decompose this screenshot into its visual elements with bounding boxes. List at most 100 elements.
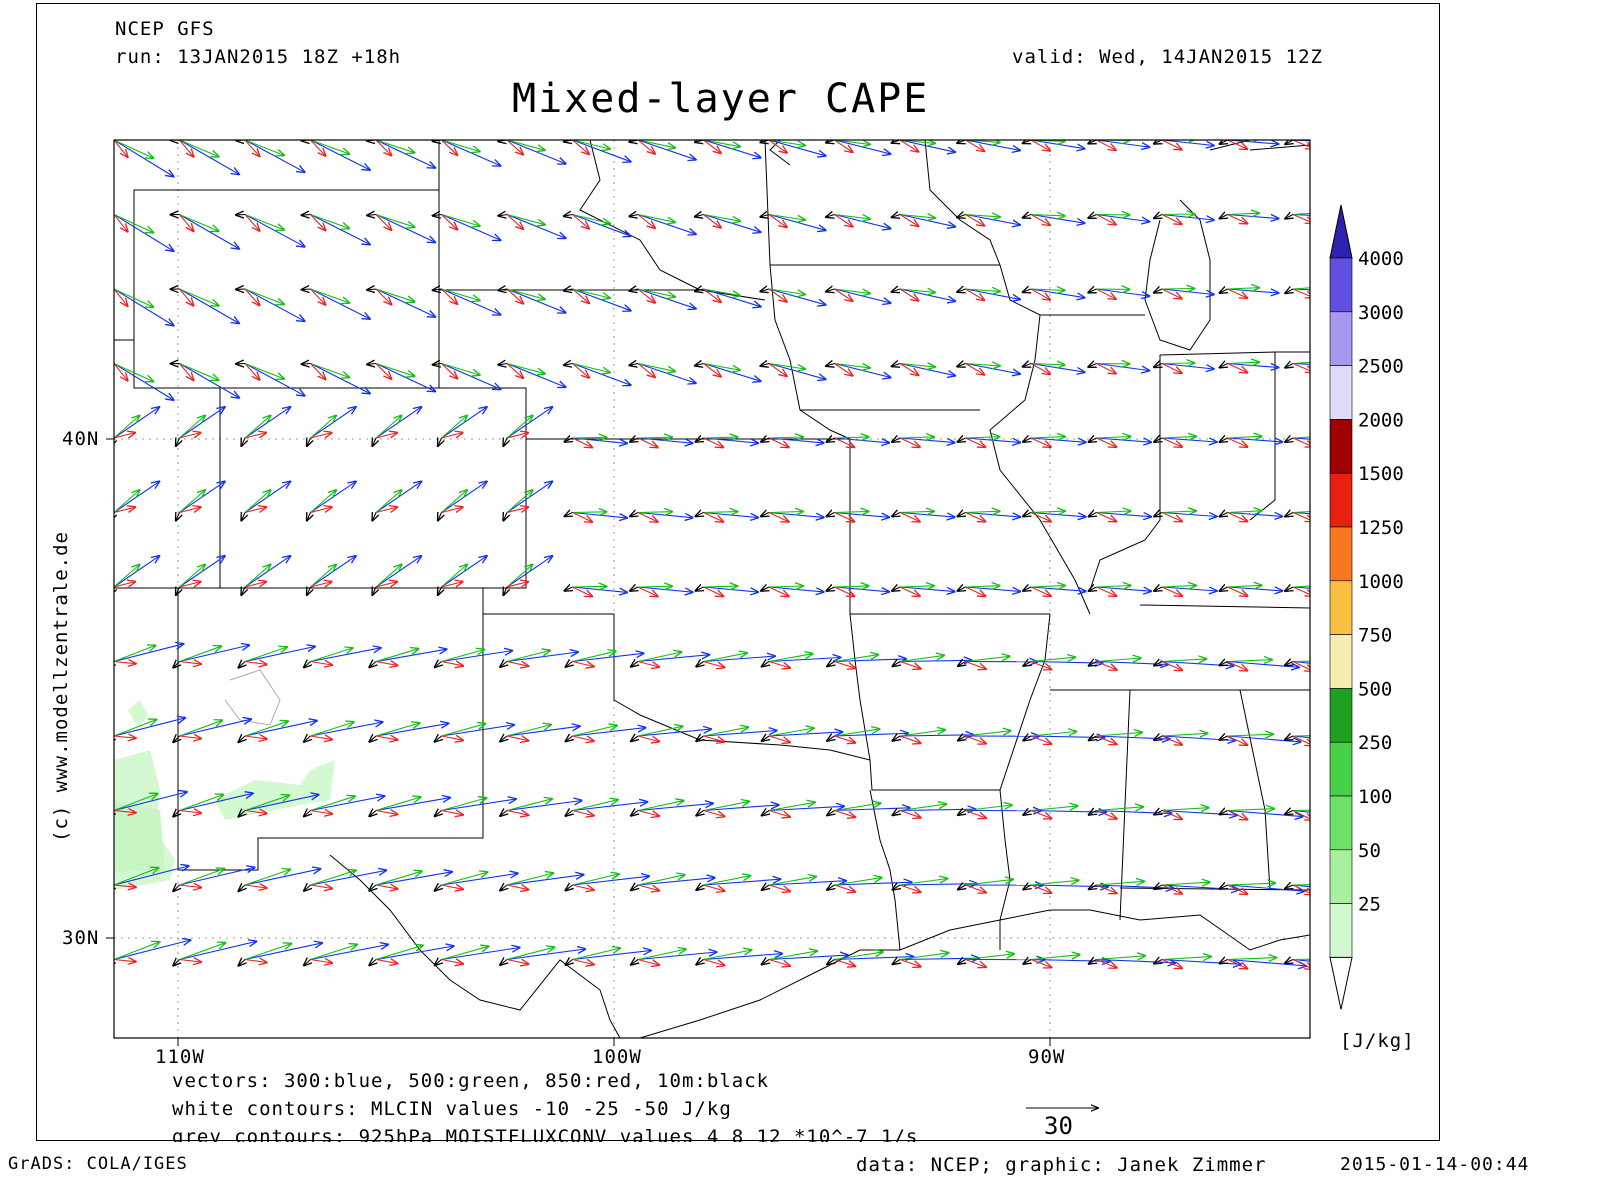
wind-vector-850: [1227, 884, 1248, 894]
wind-vector-300: [244, 140, 305, 172]
wind-vector-300: [1161, 362, 1214, 370]
wind-vector-500: [244, 490, 271, 513]
wind-vector-850: [899, 288, 919, 301]
wind-vector-10m: [762, 960, 769, 965]
wind-vector-500: [1030, 289, 1065, 290]
wind-vector-10m: [304, 960, 311, 966]
wind-vector-10m: [1089, 513, 1097, 517]
wind-vector-10m: [238, 736, 245, 742]
wind-vector-500: [244, 944, 291, 961]
wind-vector-300: [768, 806, 844, 812]
legend-top-triangle: [1329, 204, 1353, 259]
wind-vector-850: [1030, 884, 1052, 893]
wind-vector-500: [768, 802, 815, 812]
wind-vector-10m: [565, 662, 572, 668]
wind-vector-500: [310, 213, 350, 229]
wind-vector-10m: [958, 811, 966, 816]
wind-vector-300: [375, 140, 435, 168]
wind-vector-500: [1161, 214, 1194, 215]
wind-vector-500: [1096, 732, 1143, 736]
wind-vector-850: [244, 960, 267, 963]
wind-vector-500: [179, 943, 226, 961]
wind-vector-500: [1227, 511, 1262, 513]
wind-vector-500: [768, 140, 805, 146]
wind-vector-500: [310, 722, 354, 737]
wind-vector-500: [244, 869, 290, 886]
wind-vector-10m: [564, 513, 572, 517]
legend-swatch: [1329, 634, 1353, 689]
wind-vector-10m: [241, 587, 245, 595]
wind-vector-10m: [1154, 960, 1162, 964]
wind-vector-300: [768, 955, 848, 961]
wind-vector-10m: [1285, 885, 1293, 889]
wind-vector-850: [1030, 437, 1051, 447]
wind-vector-10m: [500, 885, 507, 891]
wind-vector-850: [114, 960, 136, 962]
wind-vector-850: [375, 811, 398, 815]
legend-tick-label: 50: [1358, 840, 1381, 862]
wind-vector-10m: [1285, 736, 1293, 740]
wind-vector-500: [768, 213, 805, 221]
wind-vector-10m: [500, 736, 507, 742]
wind-vector-10m: [631, 811, 638, 816]
wind-vector-300: [114, 792, 187, 812]
wind-vector-500: [768, 437, 803, 438]
wind-vector-850: [899, 363, 919, 376]
wind-vector-10m: [238, 811, 245, 817]
wind-vector-500: [834, 586, 869, 587]
plot-frame: [36, 3, 1440, 1141]
wind-vector-850: [441, 363, 458, 379]
wind-vector-850: [441, 582, 463, 588]
legend-swatch: [1329, 472, 1353, 528]
wind-vector-850: [965, 140, 985, 151]
wind-vector-300: [244, 481, 290, 513]
wind-vector-10m: [696, 736, 703, 741]
wind-vector-10m: [565, 960, 572, 966]
cape-shading: [114, 700, 335, 890]
wind-vector-500: [441, 872, 488, 886]
wind-vector-10m: [1088, 289, 1096, 293]
wind-vector-10m: [1220, 289, 1228, 293]
wind-vector-10m: [1154, 811, 1162, 815]
map-border: [113, 139, 1311, 1039]
wind-vector-500: [1030, 732, 1076, 737]
wind-vector-10m: [369, 885, 376, 891]
wind-vector-10m: [892, 364, 901, 367]
wind-vector-10m: [958, 885, 966, 890]
wind-vector-10m: [1219, 885, 1227, 889]
wind-vector-10m: [827, 885, 835, 890]
wind-vector-850: [1227, 661, 1248, 671]
wind-vector-300: [375, 649, 447, 663]
wind-vector-850: [1096, 958, 1117, 968]
wind-vector-300: [834, 140, 891, 154]
wind-vector-500: [899, 437, 934, 438]
wind-vector-300: [1292, 586, 1310, 589]
wind-vector-850: [637, 958, 659, 966]
wind-vector-500: [834, 289, 871, 293]
wind-vector-850: [899, 214, 919, 227]
wind-vector-850: [1030, 586, 1051, 596]
wind-vector-300: [244, 407, 290, 439]
wind-vector-10m: [369, 662, 376, 668]
wind-vector-850: [768, 363, 787, 377]
wind-vector-10m: [307, 587, 311, 595]
wind-vector-850: [244, 582, 266, 588]
wind-vector-500: [768, 728, 814, 737]
wind-vector-850: [637, 512, 658, 523]
wind-vector-10m: [304, 885, 311, 891]
wind-vector-10m: [696, 662, 703, 667]
wind-vector-10m: [826, 215, 835, 218]
wind-vector-500: [1161, 436, 1196, 438]
legend-swatch: [1329, 795, 1353, 851]
wind-vector-500: [899, 289, 935, 292]
wind-vector-10m: [696, 811, 703, 816]
wind-vector-500: [899, 953, 949, 961]
wind-vector-300: [244, 647, 315, 663]
wind-vector-500: [703, 727, 749, 737]
wind-vector-850: [1096, 884, 1117, 893]
wind-vector-300: [572, 951, 652, 961]
wind-vector-850: [441, 140, 458, 155]
wind-vector-10m: [1088, 364, 1096, 368]
wind-vector-500: [1227, 288, 1260, 289]
wind-vector-850: [637, 140, 655, 154]
